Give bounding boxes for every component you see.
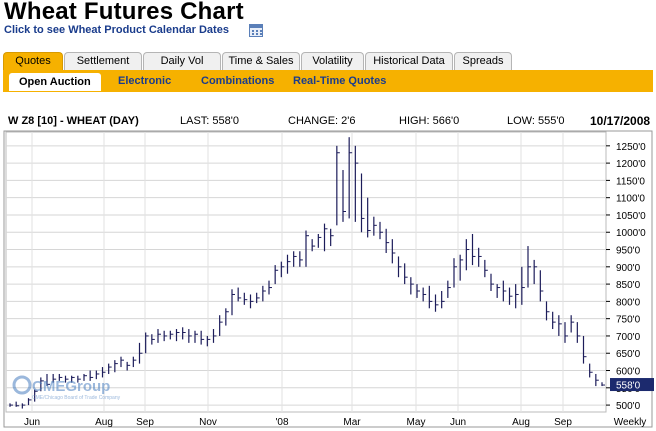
y-tick-label: 650'0 <box>616 349 641 360</box>
y-tick-label: 850'0 <box>616 280 641 291</box>
x-tick-label: Mar <box>343 417 361 428</box>
high-value: HIGH: 566'0 <box>399 115 460 127</box>
y-tick-label: 700'0 <box>616 332 641 343</box>
last-price: LAST: 558'0 <box>180 115 239 127</box>
calendar-link[interactable]: Click to see Wheat Product Calendar Date… <box>4 24 229 36</box>
x-tick-label: Nov <box>199 417 217 428</box>
subtab-open-auction[interactable]: Open Auction <box>9 73 101 91</box>
tab-time-sales[interactable]: Time & Sales <box>222 52 300 70</box>
quote-info-bar: W Z8 [10] - WHEAT (DAY) LAST: 558'0 CHAN… <box>8 114 652 129</box>
x-tick-label: Jun <box>24 417 40 428</box>
y-tick-label: 950'0 <box>616 246 641 257</box>
x-tick-label: Aug <box>95 417 113 428</box>
y-tick-label: 900'0 <box>616 263 641 274</box>
y-tick-label: 1000'0 <box>616 228 646 239</box>
x-tick-label: Sep <box>136 417 154 428</box>
y-tick-label: 1100'0 <box>616 194 645 205</box>
subtab-electronic[interactable]: Electronic <box>118 75 172 87</box>
x-tick-label: Weekly <box>614 417 647 428</box>
tab-daily-vol[interactable]: Daily Vol <box>143 52 221 70</box>
calendar-icon[interactable] <box>249 24 263 37</box>
x-tick-label: Jun <box>450 417 466 428</box>
subtab-real-time-quotes[interactable]: Real-Time Quotes <box>293 75 387 87</box>
y-tick-label: 1150'0 <box>616 176 645 187</box>
y-tick-label: 1200'0 <box>616 159 646 170</box>
tab-quotes[interactable]: Quotes <box>3 52 63 70</box>
y-tick-label: 1050'0 <box>616 211 646 222</box>
tab-volatility[interactable]: Volatility <box>301 52 364 70</box>
contract-symbol: W Z8 [10] - WHEAT (DAY) <box>8 115 139 127</box>
logo-fineprint: CME/Chicago Board of Trade Company <box>32 395 121 401</box>
tab-settlement[interactable]: Settlement <box>64 52 142 70</box>
y-tick-label: 600'0 <box>616 367 641 378</box>
quote-date: 10/17/2008 <box>590 114 651 128</box>
x-tick-label: May <box>407 417 426 428</box>
logo-text: CMEGroup <box>32 378 110 395</box>
x-tick-label: '08 <box>275 417 288 428</box>
chart-frame <box>3 130 653 428</box>
subtab-combinations[interactable]: Combinations <box>201 75 275 87</box>
change-value: CHANGE: 2'6 <box>288 115 356 127</box>
page-title: Wheat Futures Chart <box>4 0 244 25</box>
y-tick-label: 1250'0 <box>616 142 646 153</box>
plot-area <box>5 131 607 413</box>
y-tick-label: 500'0 <box>616 401 641 412</box>
y-tick-label: 750'0 <box>616 315 641 326</box>
x-tick-label: Aug <box>512 417 530 428</box>
x-tick-label: Sep <box>554 417 572 428</box>
globe-icon <box>12 375 32 395</box>
subtab-bar: Open Auction Electronic Combinations Rea… <box>3 70 653 92</box>
tab-spreads[interactable]: Spreads <box>454 52 512 70</box>
last-value-badge <box>610 378 654 392</box>
tab-historical-data[interactable]: Historical Data <box>365 52 453 70</box>
low-value: LOW: 555'0 <box>507 115 565 127</box>
last-value-label: 558'0 <box>616 381 641 392</box>
y-tick-label: 800'0 <box>616 297 641 308</box>
